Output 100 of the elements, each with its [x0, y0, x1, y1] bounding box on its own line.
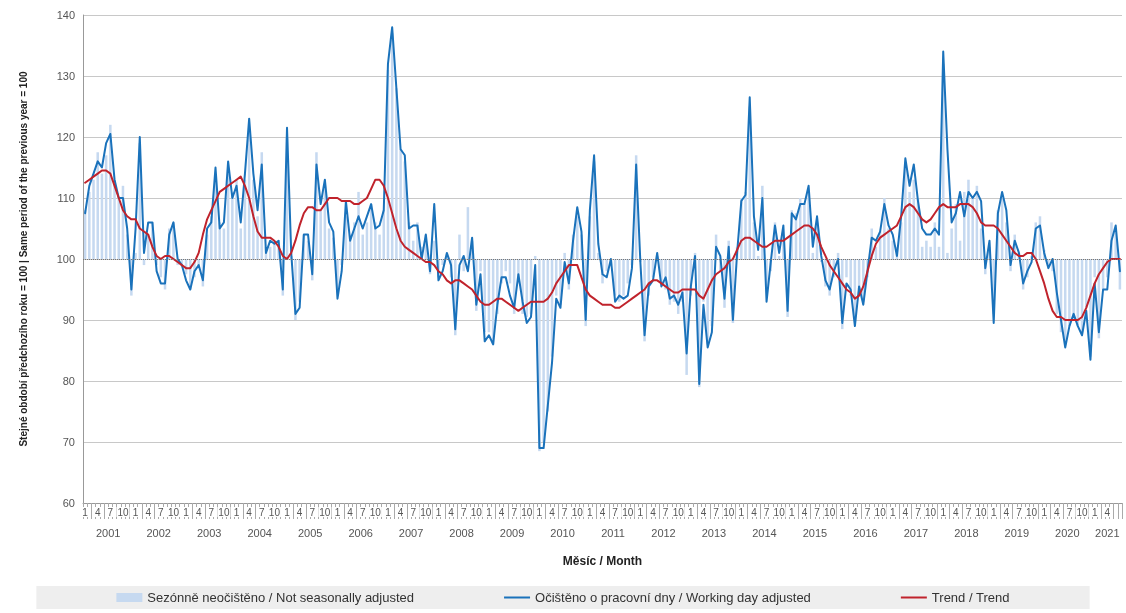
x-tick-label: 4 — [1104, 506, 1111, 518]
x-tick-label: 4 — [145, 506, 152, 518]
x-tick-label: 1 — [233, 506, 240, 518]
x-tick-label: 1 — [789, 506, 796, 518]
x-tick-label: 1 — [82, 506, 89, 518]
x-tick-label: 7 — [814, 506, 821, 518]
x-tick-label: 7 — [511, 506, 518, 518]
y-tick-label: 70 — [62, 436, 75, 448]
y-tick-label: 80 — [62, 375, 75, 387]
x-tick-label: 7 — [713, 506, 720, 518]
x-tick-label: 7 — [561, 506, 568, 518]
x-tick-label: 7 — [258, 506, 265, 518]
x-tick-label: 7 — [410, 506, 417, 518]
y-tick-label: 120 — [56, 131, 75, 143]
text: 2005 — [297, 527, 323, 539]
x-tick-label: 7 — [965, 506, 972, 518]
x-tick-label: 7 — [915, 506, 922, 518]
x-tick-label: 7 — [309, 506, 316, 518]
text: 2014 — [752, 527, 777, 539]
x-tick-label: 7 — [208, 506, 215, 518]
x-tick-label: 10 — [369, 506, 382, 518]
x-tick-label: 10 — [268, 506, 281, 518]
x-tick-label: 10 — [521, 506, 533, 518]
x-tick-label: 7 — [1016, 506, 1023, 518]
x-tick-label: 1 — [284, 506, 291, 518]
text: 2017 — [903, 527, 929, 539]
x-tick-label: 7 — [662, 506, 669, 518]
x-tick-label: 10 — [975, 506, 988, 518]
x-tick-label: 4 — [296, 506, 303, 518]
x-tick-label: 7 — [864, 506, 871, 518]
x-tick-label: 7 — [158, 506, 165, 518]
x-tick-label: 1 — [385, 506, 392, 518]
x-tick-label: 4 — [448, 506, 455, 518]
text: 2013 — [701, 527, 727, 539]
x-tick-label: 1 — [334, 506, 341, 518]
text: 2021 — [1095, 527, 1120, 539]
x-tick-label: 7 — [763, 506, 770, 518]
text: 2016 — [853, 527, 878, 539]
x-tick-label: 10 — [319, 506, 331, 518]
x-tick-label: 10 — [420, 506, 432, 518]
x-tick-label: 10 — [672, 506, 685, 518]
text: 2008 — [449, 527, 474, 539]
y-tick-label: 90 — [62, 314, 75, 326]
x-tick-label: 10 — [470, 506, 483, 518]
text: 2006 — [348, 527, 373, 539]
legend-label: Sezónně neočištěno / Not seasonally adjusted — [147, 590, 415, 605]
x-tick-label: 7 — [1066, 506, 1073, 518]
x-tick-label: 1 — [587, 506, 594, 518]
x-tick-label: 4 — [751, 506, 758, 518]
text: 2015 — [802, 527, 828, 539]
text: 2001 — [96, 527, 121, 539]
x-tick-label: 10 — [824, 506, 836, 518]
x-tick-label: 4 — [246, 506, 253, 518]
x-tick-label: 4 — [650, 506, 657, 518]
x-tick-label: 4 — [94, 506, 101, 518]
y-tick-label: 140 — [56, 9, 75, 21]
x-tick-label: 10 — [925, 506, 937, 518]
x-tick-label: 1 — [990, 506, 997, 518]
x-tick-label: 1 — [839, 506, 846, 518]
x-tick-label: 4 — [347, 506, 354, 518]
x-tick-label: 10 — [874, 506, 887, 518]
y-tick-label: 130 — [56, 70, 75, 82]
x-tick-label: 10 — [117, 506, 129, 518]
x-tick-label: 1 — [1091, 506, 1098, 518]
x-tick-label: 1 — [536, 506, 543, 518]
x-tick-label: 7 — [612, 506, 619, 518]
x-tick-label: 4 — [549, 506, 556, 518]
x-tick-label: 7 — [107, 506, 114, 518]
x-axis-title: Měsíc / Month — [562, 554, 643, 568]
x-tick-label: 4 — [801, 506, 808, 518]
text: 2011 — [601, 527, 625, 539]
text: 2003 — [196, 527, 222, 539]
x-tick-label: 1 — [1041, 506, 1048, 518]
y-axis-title: Stejné období předchozího roku = 100 | Same period of the previous year = 100 — [17, 71, 29, 447]
text: 2020 — [1055, 527, 1080, 539]
x-tick-label: 1 — [688, 506, 695, 518]
x-tick-label: 7 — [359, 506, 366, 518]
text: 2019 — [1004, 527, 1030, 539]
x-tick-label: 1 — [738, 506, 745, 518]
x-tick-label: 1 — [940, 506, 947, 518]
x-tick-label: 10 — [773, 506, 786, 518]
x-tick-label: 4 — [195, 506, 202, 518]
legend-label: Trend / Trend — [931, 590, 1010, 605]
text: 2018 — [954, 527, 979, 539]
x-tick-label: 10 — [571, 506, 584, 518]
x-tick-label: 10 — [622, 506, 634, 518]
y-tick-label: 110 — [57, 192, 75, 204]
x-tick-label: 10 — [218, 506, 230, 518]
text: 2004 — [247, 527, 272, 539]
text: 2010 — [550, 527, 575, 539]
x-tick-label: 4 — [953, 506, 960, 518]
x-tick-label: 10 — [723, 506, 735, 518]
x-tick-label: 1 — [637, 506, 644, 518]
x-tick-label: 4 — [902, 506, 909, 518]
x-tick-label: 10 — [1026, 506, 1038, 518]
legend-label: Očištěno o pracovní dny / Working day adjusted — [535, 590, 811, 605]
y-tick-label: 60 — [62, 497, 75, 509]
x-tick-label: 1 — [889, 506, 896, 518]
text: 2009 — [499, 527, 525, 539]
y-tick-label: 100 — [56, 253, 75, 265]
